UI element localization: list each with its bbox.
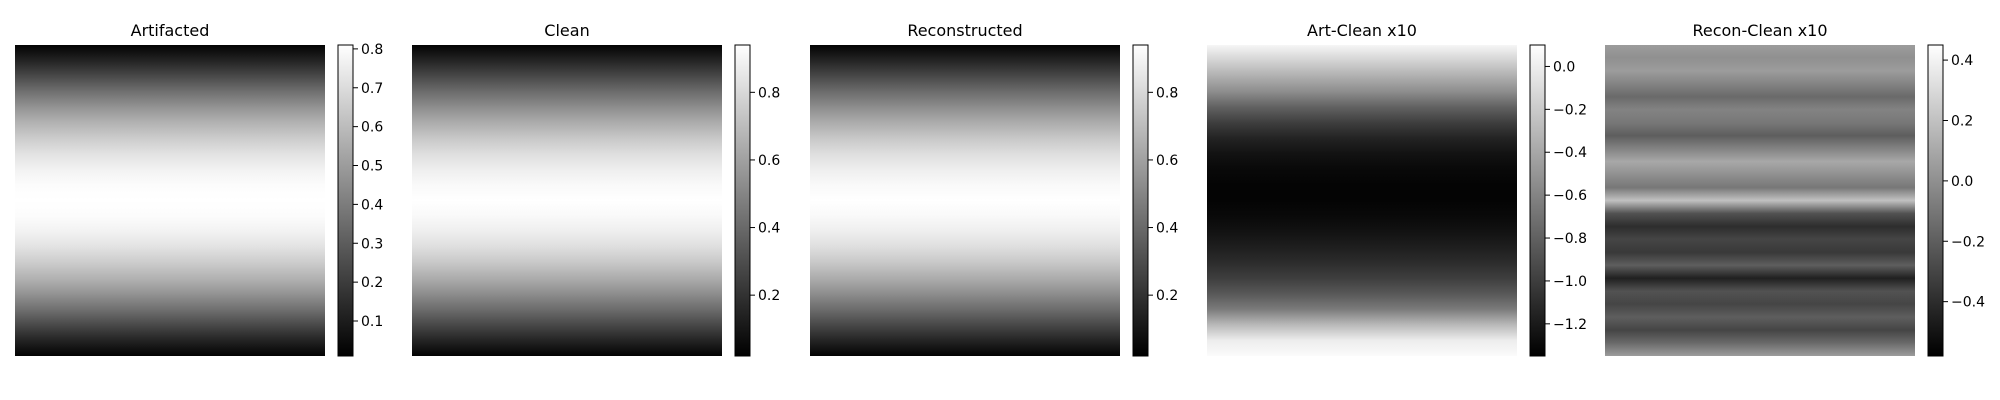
colorbar-tick-label: 0.2	[1156, 288, 1178, 304]
panel-5: Recon-Clean x10 0.4 0.2 0.0 −0.2 −0.4	[1605, 21, 1985, 357]
colorbar-tick-label: −0.4	[1553, 145, 1587, 161]
panel-title: Reconstructed	[907, 21, 1022, 40]
colorbar-tick-label: 0.4	[1951, 53, 1973, 69]
colorbar-tick-label: 0.6	[1156, 153, 1178, 169]
colorbar-tick-label: 0.6	[758, 153, 780, 169]
colorbar-tick-label: 0.5	[361, 159, 383, 175]
colorbar	[1927, 44, 1944, 357]
colorbar-tick-label: −0.6	[1553, 188, 1587, 204]
colorbar-tick-label: 0.0	[1951, 174, 1973, 190]
colorbar-tick-label: 0.4	[1156, 221, 1178, 237]
colorbar-tick-label: 0.8	[758, 85, 780, 101]
heatmap-image	[810, 45, 1120, 356]
heatmap-image	[412, 45, 722, 356]
panel-title: Artifacted	[131, 21, 210, 40]
panel-title: Clean	[544, 21, 589, 40]
colorbar	[1529, 44, 1546, 357]
colorbar-tick-label: 0.2	[1951, 113, 1973, 129]
colorbar-tick-label: −0.2	[1951, 234, 1985, 250]
colorbar-tick-label: 0.7	[361, 81, 383, 97]
colorbar-tick-label: −1.2	[1553, 317, 1587, 333]
colorbar-tick-label: −0.8	[1553, 231, 1587, 247]
panel-title: Art-Clean x10	[1307, 21, 1417, 40]
colorbar-tick-label: 0.2	[361, 275, 383, 291]
panel-2: Clean 0.2 0.4 0.6 0.8	[412, 21, 780, 357]
colorbar-tick-label: 0.4	[361, 197, 383, 213]
panel-title: Recon-Clean x10	[1692, 21, 1827, 40]
colorbar-tick-label: −0.2	[1553, 102, 1587, 118]
heatmap-image	[15, 45, 325, 356]
heatmap-image	[1605, 45, 1915, 356]
colorbar	[1132, 44, 1149, 357]
colorbar	[337, 44, 354, 357]
panel-1: Artifacted 0.1 0.2 0.3 0.4 0.5 0.6 0.7 0.8	[15, 21, 383, 357]
colorbar-tick-label: 0.2	[758, 288, 780, 304]
colorbar-tick-label: −0.4	[1951, 295, 1985, 311]
colorbar-tick-label: 0.8	[1156, 85, 1178, 101]
colorbar-tick-label: −1.0	[1553, 274, 1587, 290]
colorbar-tick-label: 0.0	[1553, 59, 1575, 75]
colorbar	[734, 44, 751, 357]
heatmap-image	[1207, 45, 1517, 356]
colorbar-tick-label: 0.8	[361, 42, 383, 58]
panel-3: Reconstructed 0.2 0.4 0.6 0.8	[810, 21, 1178, 357]
colorbar-tick-label: 0.3	[361, 236, 383, 252]
colorbar-tick-label: 0.4	[758, 221, 780, 237]
panel-4: Art-Clean x10 0.0 −0.2 −0.4 −0.6 −0.8 −1.0 −1.2	[1207, 21, 1587, 357]
colorbar-tick-label: 0.6	[361, 120, 383, 136]
colorbar-tick-label: 0.1	[361, 314, 383, 330]
